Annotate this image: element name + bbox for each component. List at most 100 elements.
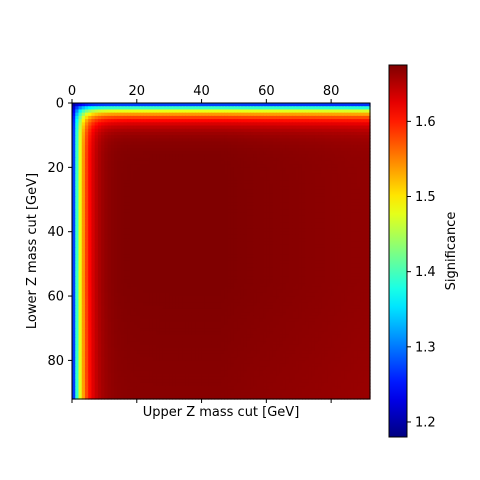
heatmap-cell [308,148,313,152]
heatmap-cell [305,202,310,207]
heatmap-cell [198,180,203,185]
heatmap-cell [97,205,102,210]
heatmap-cell [279,157,284,162]
heatmap-cell [289,164,293,168]
heatmap-cell [311,196,316,201]
heatmap-cell [285,154,290,159]
heatmap-cell [191,164,196,168]
heatmap-cell [324,215,329,220]
heatmap-cell [259,257,264,262]
heatmap-cell [117,231,122,236]
heatmap-cell [78,128,83,133]
heatmap-cell [279,128,284,133]
heatmap-cell [127,138,131,143]
heatmap-cell [318,260,323,265]
heatmap-cell [350,183,355,188]
heatmap-cell [211,135,216,139]
heatmap-cell [107,160,112,165]
heatmap-cell [130,106,135,111]
heatmap-cell [78,160,83,165]
heatmap-cell [165,170,170,175]
heatmap-cell [133,154,138,159]
heatmap-cell [188,119,193,123]
heatmap-cell [214,205,219,210]
heatmap-cell [221,177,225,181]
heatmap-cell [146,189,151,194]
heatmap-cell [272,251,277,255]
heatmap-cell [182,234,186,239]
heatmap-cell [188,138,193,143]
heatmap-cell [347,193,352,197]
heatmap-cell [360,209,365,213]
heatmap-cell [366,135,371,139]
heatmap-cell [75,234,80,239]
heatmap-cell [185,267,190,271]
heatmap-cell [143,144,148,149]
heatmap-cell [110,270,115,275]
heatmap-cell [360,199,365,204]
heatmap-cell [363,205,368,210]
heatmap-cell [350,157,355,162]
heatmap-cell [188,228,193,233]
heatmap-cell [136,247,141,252]
heatmap-cell [353,154,358,159]
heatmap-cell [237,260,242,265]
heatmap-cell [308,234,313,239]
heatmap-cell [133,148,138,152]
heatmap-cell [204,154,209,159]
heatmap-cell [311,141,316,146]
heatmap-cell [211,186,216,191]
heatmap-cell [350,122,355,127]
heatmap-cell [208,128,212,133]
heatmap-cell [253,199,258,204]
heatmap-cell [340,205,345,210]
heatmap-cell [279,180,284,185]
heatmap-cell [269,106,274,111]
heatmap-cell [195,135,199,139]
heatmap-cell [195,189,199,194]
heatmap-cell [208,273,212,278]
heatmap-cell [298,263,303,268]
heatmap-cell [217,160,222,165]
heatmap-cell [285,257,290,262]
heatmap-cell [156,273,161,278]
heatmap-cell [107,231,112,236]
heatmap-cell [198,173,203,178]
heatmap-cell [295,228,300,233]
heatmap-cell [221,131,225,136]
heatmap-cell [321,180,326,185]
heatmap-cell [133,209,138,213]
heatmap-cell [127,128,131,133]
heatmap-cell [130,196,135,201]
heatmap-cell [250,141,254,146]
heatmap-cell [366,260,371,265]
heatmap-cell [259,173,264,178]
heatmap-cell [88,119,93,123]
heatmap-cell [94,173,99,178]
heatmap-cell [282,135,287,139]
heatmap-cell [107,276,112,281]
heatmap-cell [263,151,267,156]
heatmap-cell [350,103,355,107]
heatmap-cell [175,122,180,127]
heatmap-cell [191,144,196,149]
heatmap-cell [75,199,80,204]
heatmap-cell [107,122,112,127]
heatmap-cell [224,202,229,207]
heatmap-cell [159,209,164,213]
heatmap-cell [353,141,358,146]
heatmap-cell [233,148,238,152]
heatmap-cell [227,247,232,252]
heatmap-cell [182,202,186,207]
heatmap-cell [175,228,180,233]
heatmap-cell [366,234,371,239]
heatmap-cell [149,173,154,178]
heatmap-cell [156,234,161,239]
heatmap-cell [143,183,148,188]
heatmap-cell [149,257,154,262]
heatmap-cell [159,115,164,120]
heatmap-cell [198,189,203,194]
heatmap-cell [104,263,109,268]
heatmap-cell [156,193,161,197]
heatmap-cell [110,193,115,197]
